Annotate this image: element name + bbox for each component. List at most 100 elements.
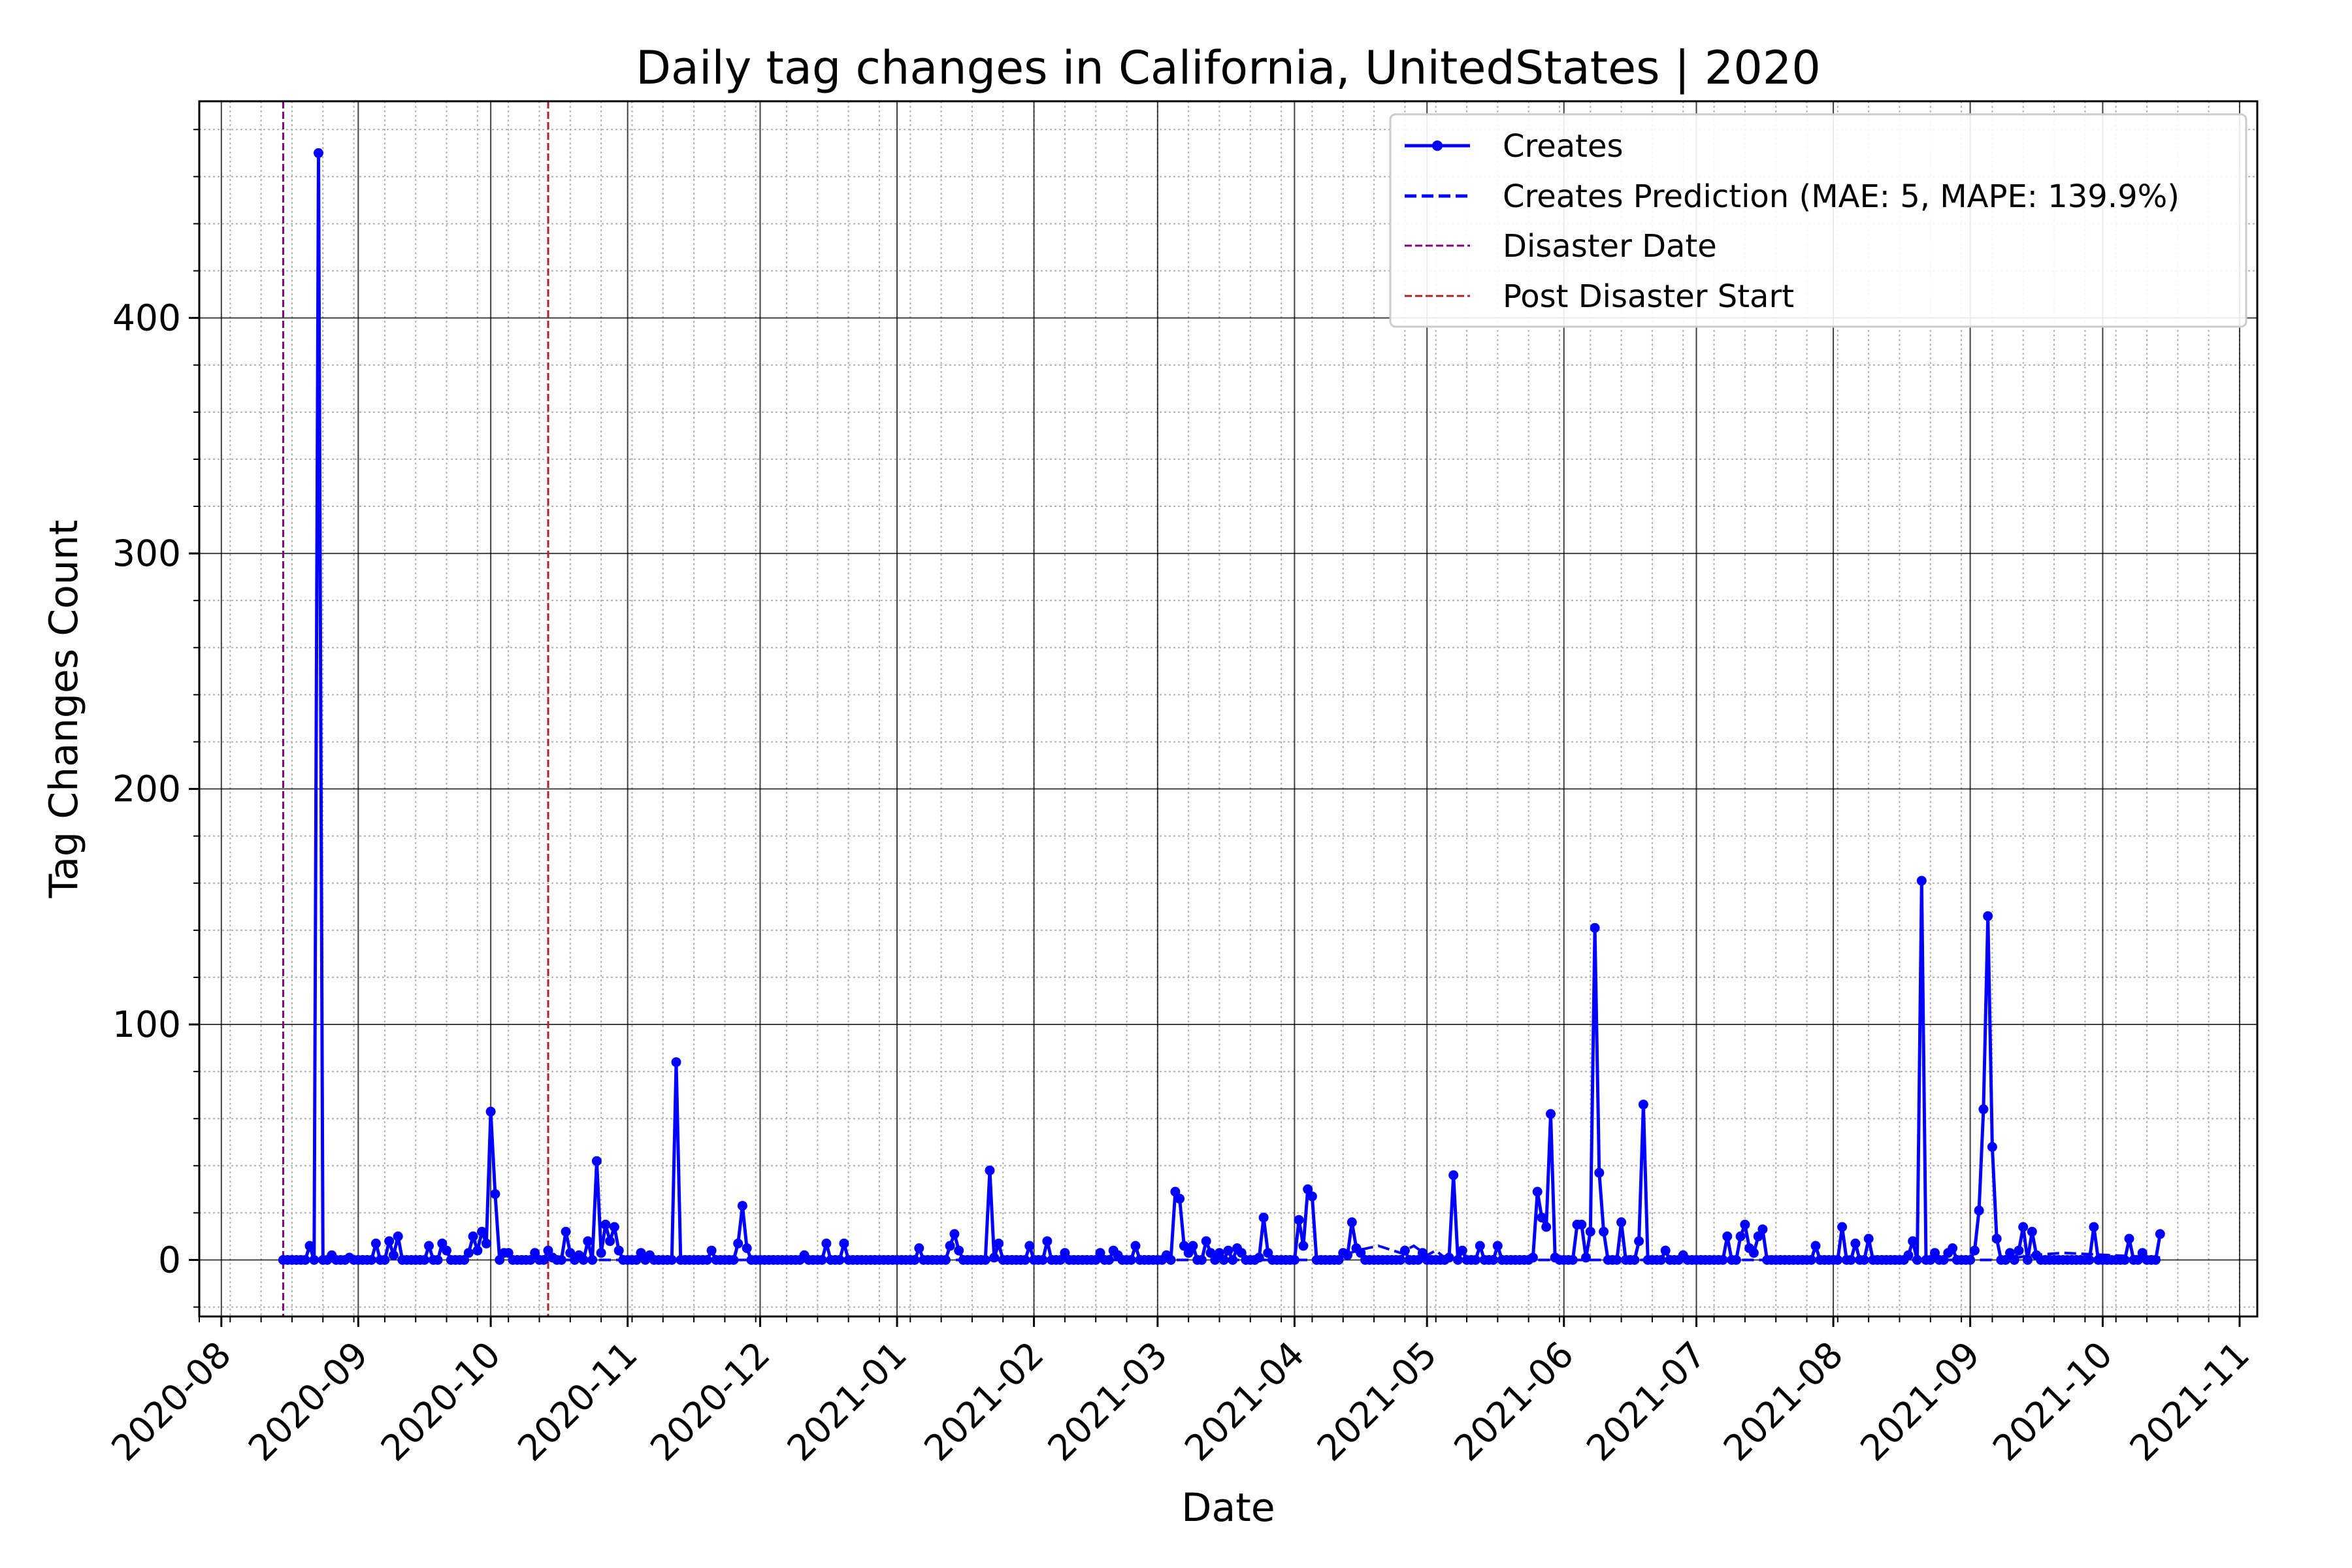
creates-point [1303, 1184, 1313, 1194]
creates-point [1837, 1222, 1848, 1232]
creates-point [442, 1245, 451, 1256]
creates-point [1205, 1248, 1216, 1258]
creates-point [1585, 1226, 1595, 1237]
creates-point [1170, 1186, 1181, 1197]
creates-point [1938, 1255, 1949, 1265]
creates-point [561, 1226, 571, 1237]
creates-point [314, 148, 323, 158]
creates-point [954, 1245, 964, 1256]
creates-point [463, 1248, 474, 1258]
creates-point [1599, 1226, 1609, 1237]
creates-point [485, 1106, 496, 1117]
creates-point [1413, 1255, 1424, 1265]
creates-point [1594, 1168, 1605, 1178]
legend-entry-disaster-date: Disaster Date [1405, 228, 1717, 265]
creates-point [1903, 1250, 1914, 1260]
creates-point [1930, 1248, 1940, 1258]
creates-point [1024, 1241, 1035, 1251]
creates-point [543, 1245, 553, 1256]
creates-point [1095, 1248, 1105, 1258]
creates-point [424, 1241, 434, 1251]
creates-point [636, 1248, 646, 1258]
creates-point [1258, 1213, 1269, 1223]
creates-point [393, 1231, 403, 1241]
creates-point [1532, 1186, 1543, 1197]
creates-point [490, 1189, 500, 1200]
creates-point [985, 1166, 995, 1175]
creates-point [556, 1255, 566, 1265]
creates-point [1908, 1236, 1918, 1247]
creates-point [304, 1241, 315, 1251]
creates-point [742, 1243, 752, 1253]
creates-point [1948, 1243, 1958, 1253]
creates-point [309, 1255, 319, 1265]
creates-point [481, 1238, 491, 1249]
creates-point [609, 1222, 619, 1232]
x-axis-label: Date [1181, 1485, 1275, 1531]
creates-point [1616, 1217, 1627, 1228]
creates-point [1333, 1255, 1344, 1265]
creates-point [1307, 1191, 1317, 1201]
legend: Creates Creates Prediction (MAE: 5, MAPE… [1389, 113, 2247, 328]
creates-point [737, 1201, 747, 1211]
creates-point [384, 1236, 395, 1247]
creates-point [2119, 1255, 2130, 1265]
creates-point [1810, 1241, 1821, 1251]
creates-point [472, 1245, 483, 1256]
creates-point [1546, 1109, 1556, 1119]
creates-point [367, 1255, 377, 1265]
creates-point [1722, 1231, 1733, 1241]
creates-point [503, 1248, 514, 1258]
creates-point [2005, 1248, 2015, 1258]
legend-label-disaster-date: Disaster Date [1503, 228, 1717, 265]
creates-point [1978, 1104, 1989, 1115]
creates-point [1218, 1255, 1229, 1265]
chart-title: Daily tag changes in California, UnitedS… [636, 41, 1821, 95]
creates-point [1590, 923, 1600, 933]
creates-point [1396, 1255, 1406, 1265]
creates-point [1130, 1241, 1141, 1251]
creates-point [1537, 1213, 1547, 1223]
y-tick-labels: 0 100 200 300 400 [112, 297, 181, 1281]
creates-point [1175, 1194, 1185, 1204]
creates-point [980, 1255, 990, 1265]
creates-point [388, 1250, 399, 1260]
creates-point [1983, 911, 1993, 921]
creates-point [945, 1241, 955, 1251]
creates-point [1263, 1248, 1273, 1258]
creates-point [1179, 1241, 1189, 1251]
creates-point [1660, 1245, 1671, 1256]
creates-point [1969, 1245, 1980, 1256]
y-tick-label: 100 [112, 1004, 181, 1045]
creates-point [525, 1255, 536, 1265]
creates-point [1735, 1231, 1746, 1241]
creates-point [495, 1255, 505, 1265]
creates-point [733, 1238, 743, 1249]
creates-point [1757, 1224, 1768, 1235]
creates-point [728, 1255, 739, 1265]
creates-point [914, 1243, 924, 1253]
legend-label-prediction: Creates Prediction (MAE: 5, MAPE: 139.9%… [1503, 178, 2180, 215]
event-lines [282, 101, 549, 1316]
creates-point [1748, 1248, 1759, 1258]
creates-point [468, 1231, 478, 1241]
creates-point [1974, 1205, 1984, 1216]
creates-point [1060, 1248, 1070, 1258]
creates-point [994, 1238, 1004, 1249]
creates-point [1718, 1255, 1728, 1265]
creates-point [1215, 1248, 1224, 1258]
creates-point [433, 1255, 443, 1265]
creates-point [583, 1236, 593, 1247]
creates-point [1541, 1222, 1552, 1232]
plot-frame [198, 100, 2259, 1318]
legend-label-creates: Creates [1503, 128, 1624, 165]
creates-point [1223, 1245, 1233, 1256]
creates-point [370, 1238, 381, 1249]
creates-point [1444, 1252, 1454, 1263]
creates-point [1638, 1100, 1648, 1110]
creates-point [2089, 1222, 2099, 1232]
creates-point [1347, 1217, 1357, 1228]
y-axis-label: Tag Changes Count [41, 520, 87, 899]
creates-point [600, 1219, 611, 1230]
